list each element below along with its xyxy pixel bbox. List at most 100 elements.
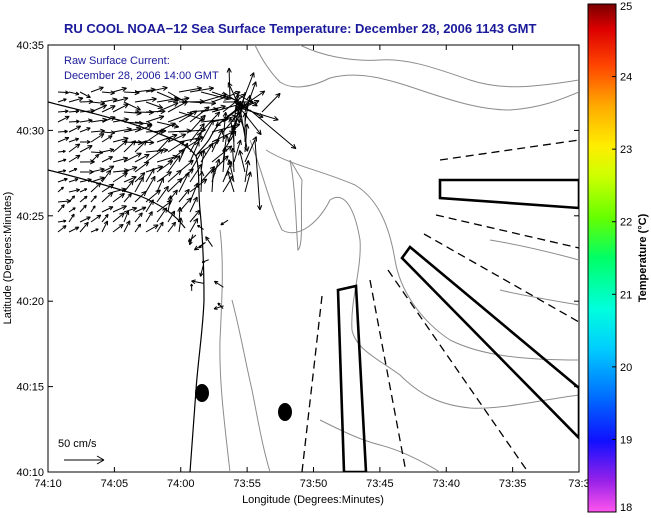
current-arrow bbox=[189, 164, 203, 183]
current-arrow-head bbox=[246, 95, 251, 100]
current-arrow bbox=[101, 131, 115, 134]
current-arrow bbox=[244, 123, 248, 153]
colorbar-tick-label: 25 bbox=[620, 1, 632, 13]
current-arrow-head bbox=[147, 121, 153, 125]
current-arrow bbox=[167, 155, 181, 173]
current-arrow-head bbox=[100, 102, 105, 106]
current-vectors bbox=[57, 67, 297, 310]
current-arrow-head bbox=[236, 139, 241, 144]
current-arrow bbox=[167, 91, 188, 104]
current-arrow bbox=[244, 136, 257, 163]
current-arrow-head bbox=[88, 145, 93, 150]
current-arrow-head bbox=[231, 114, 237, 117]
current-arrow bbox=[57, 170, 66, 173]
current-arrow bbox=[112, 128, 132, 133]
current-arrow-head bbox=[121, 212, 125, 218]
current-arrow bbox=[79, 216, 91, 223]
current-arrow bbox=[156, 91, 179, 102]
current-arrow bbox=[211, 103, 241, 113]
current-arrow bbox=[134, 191, 147, 203]
current-arrow-head bbox=[94, 153, 99, 157]
current-arrow bbox=[167, 140, 185, 153]
current-arrow-head bbox=[163, 87, 168, 92]
current-arrow-head bbox=[245, 160, 249, 165]
current-arrow-head bbox=[138, 212, 143, 216]
colorbar bbox=[587, 3, 617, 513]
colorbar-tick-label: 18 bbox=[620, 502, 632, 514]
current-arrow bbox=[90, 104, 107, 113]
current-arrow bbox=[200, 171, 203, 193]
overlay-line-1: Raw Surface Current: bbox=[64, 55, 170, 67]
current-arrow-head bbox=[239, 150, 244, 155]
current-arrow bbox=[145, 149, 168, 153]
current-arrow-head bbox=[259, 129, 262, 135]
current-arrow-head bbox=[121, 188, 127, 193]
current-arrow-head bbox=[96, 214, 101, 217]
current-arrow-head bbox=[121, 193, 125, 199]
current-arrow-head bbox=[75, 91, 80, 95]
current-arrow-head bbox=[174, 222, 177, 227]
current-arrow bbox=[200, 119, 214, 143]
current-arrow-head bbox=[87, 216, 91, 221]
current-arrow bbox=[57, 159, 67, 163]
current-arrow bbox=[178, 217, 182, 233]
current-arrow-head bbox=[251, 81, 257, 86]
current-arrow-head bbox=[165, 207, 168, 213]
current-arrow-head bbox=[178, 155, 181, 161]
contour-line bbox=[265, 149, 579, 361]
current-arrow bbox=[101, 116, 116, 123]
current-arrow-head bbox=[122, 205, 127, 211]
current-arrow-head bbox=[75, 188, 80, 191]
y-tick-label: 40:20 bbox=[16, 296, 44, 308]
current-arrow-head bbox=[120, 224, 124, 229]
current-arrow bbox=[112, 169, 129, 173]
chart-title: RU COOL NOAA−12 Sea Surface Temperature:… bbox=[64, 21, 536, 36]
current-arrow bbox=[101, 191, 114, 203]
current-arrow-head bbox=[129, 193, 132, 198]
current-arrow-head bbox=[150, 87, 156, 90]
current-arrow-head bbox=[124, 172, 128, 178]
current-arrow bbox=[156, 121, 179, 128]
current-arrow-head bbox=[145, 154, 150, 159]
current-arrow-head bbox=[83, 221, 89, 225]
y-tick-label: 40:25 bbox=[16, 211, 44, 223]
current-arrow-head bbox=[227, 159, 230, 165]
colorbar-label: Temperature (°C) bbox=[637, 213, 649, 302]
current-arrow-head bbox=[135, 126, 142, 129]
current-arrow-head bbox=[100, 168, 105, 173]
current-arrow bbox=[156, 207, 168, 223]
current-arrow-head bbox=[230, 147, 234, 153]
current-arrow-head bbox=[215, 121, 219, 127]
current-arrow-head bbox=[138, 176, 144, 181]
current-arrow bbox=[222, 112, 227, 143]
current-arrow-head bbox=[208, 86, 214, 89]
current-arrow bbox=[211, 169, 215, 193]
current-arrow bbox=[57, 200, 71, 203]
current-arrow-head bbox=[275, 92, 281, 96]
current-arrow bbox=[90, 101, 105, 104]
y-axis-label: Latitude (Degrees:Minutes) bbox=[2, 192, 14, 325]
current-arrow bbox=[239, 150, 246, 173]
current-arrow-head bbox=[132, 176, 137, 181]
current-arrow bbox=[68, 213, 75, 223]
current-arrow bbox=[57, 115, 70, 123]
current-arrow-head bbox=[177, 177, 183, 181]
current-arrow-head bbox=[100, 177, 105, 182]
current-arrow-head bbox=[62, 149, 66, 152]
current-arrow-head bbox=[184, 188, 190, 192]
current-arrow-head bbox=[133, 166, 138, 171]
current-arrow-head bbox=[209, 87, 214, 92]
current-arrow bbox=[101, 183, 114, 193]
current-arrow bbox=[134, 153, 150, 163]
current-arrow-head bbox=[190, 160, 194, 165]
current-arrow-head bbox=[259, 204, 263, 211]
current-arrow-head bbox=[143, 191, 147, 197]
colorbar-ticks: 25 24 23 22 21 20 19 18 bbox=[612, 1, 632, 514]
current-arrow bbox=[79, 195, 88, 203]
current-arrow-head bbox=[134, 92, 140, 96]
current-arrow-head bbox=[162, 85, 168, 89]
current-arrow bbox=[57, 225, 67, 233]
current-arrow-head bbox=[228, 82, 233, 87]
current-arrow-head bbox=[109, 156, 113, 161]
current-arrow-head bbox=[217, 111, 221, 117]
